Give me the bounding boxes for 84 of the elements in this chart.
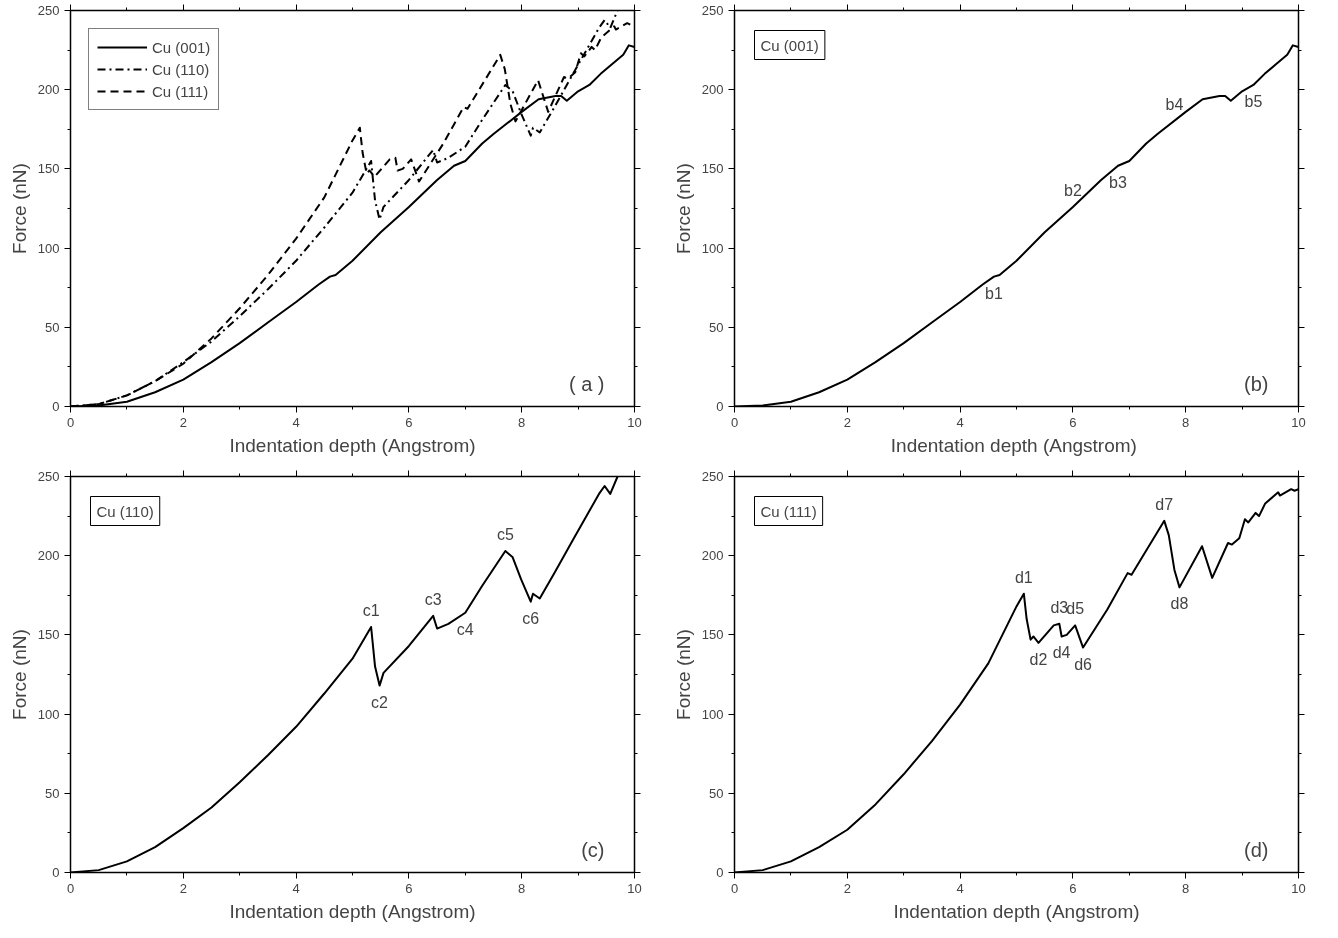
y-axis-title: Force (nN)	[8, 629, 30, 720]
x-tick-label: 8	[518, 414, 526, 430]
y-tick-label: 200	[37, 548, 60, 564]
legend-label: Cu (001)	[152, 38, 211, 56]
y-tick-label: 50	[709, 319, 724, 335]
y-axis-title: Force (nN)	[672, 629, 694, 720]
x-tick-label: 0	[730, 880, 739, 896]
annotation: c1	[362, 601, 380, 619]
annotation: b5	[1244, 92, 1263, 110]
y-tick-label: 250	[701, 469, 724, 484]
y-tick-label: 200	[701, 82, 724, 98]
x-axis-title: Indentation depth (Angstrom)	[893, 900, 1140, 922]
x-tick-label: 2	[179, 880, 187, 896]
x-tick-label: 8	[1182, 880, 1190, 896]
legend-label: Cu (110)	[152, 60, 210, 78]
annotation: (d)	[1244, 838, 1269, 861]
annotation: Cu (111)	[760, 502, 817, 520]
annotation: d4	[1052, 644, 1071, 662]
x-tick-label: 10	[1291, 880, 1306, 896]
annotation: d2	[1029, 650, 1048, 668]
y-tick-label: 100	[37, 706, 60, 722]
y-tick-label: 0	[52, 865, 60, 880]
annotation: d8	[1170, 595, 1189, 613]
y-tick-label: 200	[701, 548, 724, 564]
y-axis-title: Force (nN)	[672, 163, 694, 254]
annotation: (c)	[581, 838, 605, 861]
annotation: b4	[1165, 96, 1184, 114]
y-axis-title: Force (nN)	[8, 163, 30, 254]
x-tick-label: 0	[66, 414, 75, 430]
annotation: b1	[985, 284, 1003, 302]
y-tick-label: 50	[709, 785, 724, 801]
y-tick-label: 250	[37, 469, 60, 484]
y-tick-label: 0	[716, 399, 724, 414]
annotation: b2	[1064, 181, 1082, 199]
annotation: c3	[424, 590, 442, 608]
y-tick-label: 100	[37, 240, 60, 256]
x-tick-label: 10	[627, 880, 642, 896]
x-tick-label: 6	[405, 880, 413, 896]
y-tick-label: 200	[37, 82, 60, 98]
annotation: c4	[456, 620, 474, 638]
x-tick-label: 2	[179, 414, 187, 430]
annotation: c5	[496, 525, 514, 543]
x-tick-label: 0	[730, 414, 739, 430]
legend-label: Cu (111)	[152, 82, 209, 100]
annotation: Cu (110)	[96, 502, 154, 520]
x-tick-label: 4	[956, 414, 964, 430]
y-tick-label: 150	[37, 161, 60, 177]
x-tick-label: 8	[1182, 414, 1190, 430]
annotation: c6	[522, 609, 540, 627]
y-tick-label: 100	[701, 706, 724, 722]
x-axis-title: Indentation depth (Angstrom)	[229, 434, 476, 456]
x-tick-label: 10	[1291, 414, 1306, 430]
annotation: Cu (001)	[760, 36, 819, 54]
annotation: d7	[1155, 495, 1174, 513]
annotation: c2	[371, 693, 389, 711]
x-tick-label: 2	[843, 414, 851, 430]
x-tick-label: 10	[627, 414, 642, 430]
x-tick-label: 6	[1069, 880, 1077, 896]
x-tick-label: 0	[66, 880, 75, 896]
y-tick-label: 150	[701, 627, 724, 643]
x-axis-title: Indentation depth (Angstrom)	[890, 434, 1137, 456]
x-tick-label: 4	[292, 414, 300, 430]
y-tick-label: 250	[701, 3, 724, 18]
x-tick-label: 6	[1069, 414, 1077, 430]
y-tick-label: 250	[37, 3, 60, 18]
y-tick-label: 150	[701, 161, 724, 177]
x-tick-label: 4	[292, 880, 300, 896]
annotation: b3	[1109, 173, 1128, 191]
x-tick-label: 6	[405, 414, 413, 430]
annotation: d5	[1066, 600, 1085, 618]
annotation: d6	[1074, 655, 1093, 673]
x-tick-label: 4	[956, 880, 964, 896]
y-tick-label: 100	[701, 240, 724, 256]
x-axis-title: Indentation depth (Angstrom)	[229, 900, 476, 922]
x-tick-label: 8	[518, 880, 526, 896]
x-tick-label: 2	[843, 880, 851, 896]
annotation: (b)	[1244, 372, 1269, 395]
y-tick-label: 0	[52, 399, 60, 414]
y-tick-label: 50	[45, 785, 60, 801]
y-tick-label: 50	[45, 319, 60, 335]
y-tick-label: 150	[37, 627, 60, 643]
annotation: d1	[1014, 568, 1033, 586]
annotation: ( a )	[568, 372, 605, 395]
y-tick-label: 0	[716, 865, 724, 880]
